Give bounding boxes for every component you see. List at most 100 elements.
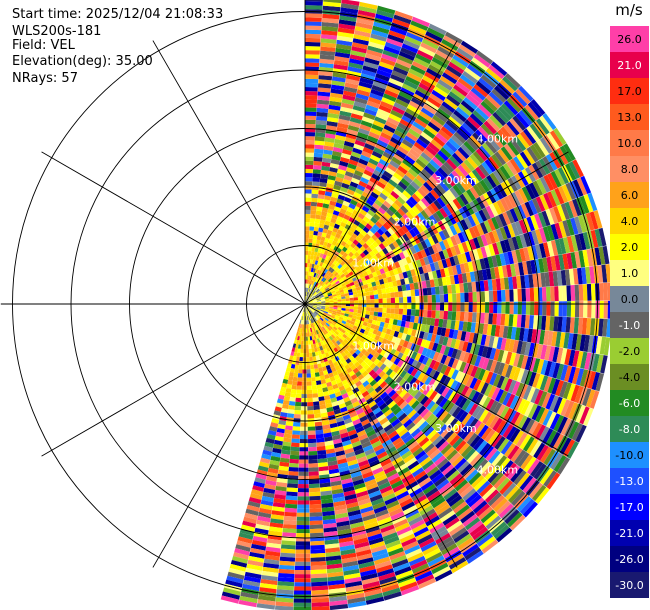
velocity-gate	[319, 332, 323, 338]
velocity-gate	[445, 203, 455, 214]
velocity-gate	[331, 312, 337, 316]
velocity-gate	[406, 151, 418, 162]
velocity-gate	[385, 328, 392, 335]
velocity-gate	[310, 340, 314, 345]
velocity-gate	[256, 603, 275, 610]
velocity-gate	[332, 405, 340, 411]
velocity-gate	[361, 390, 370, 398]
velocity-gate	[455, 349, 462, 360]
velocity-gate	[323, 149, 333, 155]
velocity-gate	[434, 153, 446, 165]
velocity-gate	[465, 228, 473, 241]
velocity-gate	[351, 46, 368, 54]
velocity-gate	[318, 223, 325, 229]
velocity-gate	[459, 74, 476, 88]
velocity-gate	[496, 313, 502, 326]
velocity-gate	[321, 272, 326, 277]
velocity-gate	[348, 291, 354, 296]
velocity-gate	[533, 442, 546, 459]
velocity-gate	[572, 179, 584, 197]
velocity-gate	[574, 284, 580, 301]
velocity-gate	[423, 442, 435, 454]
velocity-gate	[500, 126, 514, 141]
velocity-gate	[336, 520, 350, 527]
velocity-gate	[462, 488, 477, 502]
velocity-gate	[388, 30, 406, 40]
velocity-gate	[393, 313, 399, 320]
velocity-gate	[405, 437, 416, 448]
velocity-gate	[363, 393, 372, 402]
velocity-gate	[467, 215, 477, 227]
velocity-gate	[549, 395, 559, 412]
velocity-gate	[456, 128, 469, 141]
velocity-gate	[298, 340, 302, 345]
velocity-gate	[377, 413, 387, 422]
velocity-gate	[385, 287, 391, 294]
velocity-gate	[351, 233, 358, 240]
velocity-gate	[366, 360, 374, 367]
velocity-gate	[323, 250, 329, 256]
velocity-gate	[318, 462, 328, 468]
velocity-gate	[364, 274, 370, 281]
velocity-gate	[352, 444, 363, 452]
velocity-gate	[341, 556, 358, 564]
velocity-gate	[346, 319, 352, 324]
velocity-gate	[302, 311, 304, 317]
velocity-gate	[317, 449, 327, 456]
velocity-gate	[345, 260, 351, 266]
velocity-gate	[503, 252, 511, 265]
velocity-gate	[389, 363, 397, 371]
velocity-gate	[413, 494, 427, 506]
velocity-gate	[564, 201, 574, 219]
velocity-gate	[307, 287, 309, 293]
velocity-gate	[310, 364, 315, 370]
velocity-gate	[434, 170, 446, 181]
velocity-gate	[509, 208, 519, 223]
velocity-gate	[430, 253, 438, 263]
velocity-gate	[343, 338, 349, 344]
velocity-gate	[330, 196, 338, 203]
velocity-gate	[468, 227, 477, 239]
velocity-gate	[469, 343, 477, 355]
velocity-gate	[356, 17, 374, 26]
velocity-gate	[366, 307, 371, 312]
velocity-gate	[510, 447, 523, 463]
velocity-gate	[472, 199, 482, 212]
velocity-gate	[398, 308, 404, 315]
velocity-gate	[335, 450, 346, 457]
velocity-gate	[293, 351, 298, 357]
velocity-gate	[369, 290, 375, 296]
velocity-gate	[448, 61, 465, 75]
velocity-gate	[429, 214, 438, 225]
velocity-gate	[496, 477, 511, 492]
velocity-gate	[328, 325, 333, 330]
velocity-gate	[398, 339, 406, 347]
velocity-gate	[456, 293, 461, 303]
velocity-gate	[514, 327, 521, 341]
velocity-gate	[596, 354, 604, 373]
velocity-gate	[394, 297, 400, 303]
velocity-gate	[315, 264, 320, 270]
velocity-gate	[393, 102, 407, 112]
velocity-gate	[466, 432, 478, 446]
velocity-gate	[569, 317, 575, 334]
velocity-gate	[546, 256, 553, 272]
velocity-gate	[544, 360, 553, 377]
velocity-gate	[464, 517, 481, 531]
velocity-gate	[332, 295, 338, 299]
velocity-gate	[390, 433, 401, 443]
velocity-gate	[301, 402, 308, 407]
velocity-gate	[420, 374, 429, 384]
velocity-gate	[490, 494, 505, 510]
velocity-gate	[464, 302, 469, 312]
velocity-gate	[326, 251, 332, 257]
velocity-gate	[349, 294, 354, 299]
velocity-gate	[491, 278, 497, 291]
velocity-gate	[318, 354, 324, 360]
velocity-gate	[455, 533, 472, 547]
velocity-gate	[381, 312, 387, 318]
velocity-gate	[507, 141, 520, 156]
velocity-gate	[319, 219, 326, 225]
velocity-gate	[386, 208, 395, 217]
velocity-gate	[401, 450, 413, 460]
